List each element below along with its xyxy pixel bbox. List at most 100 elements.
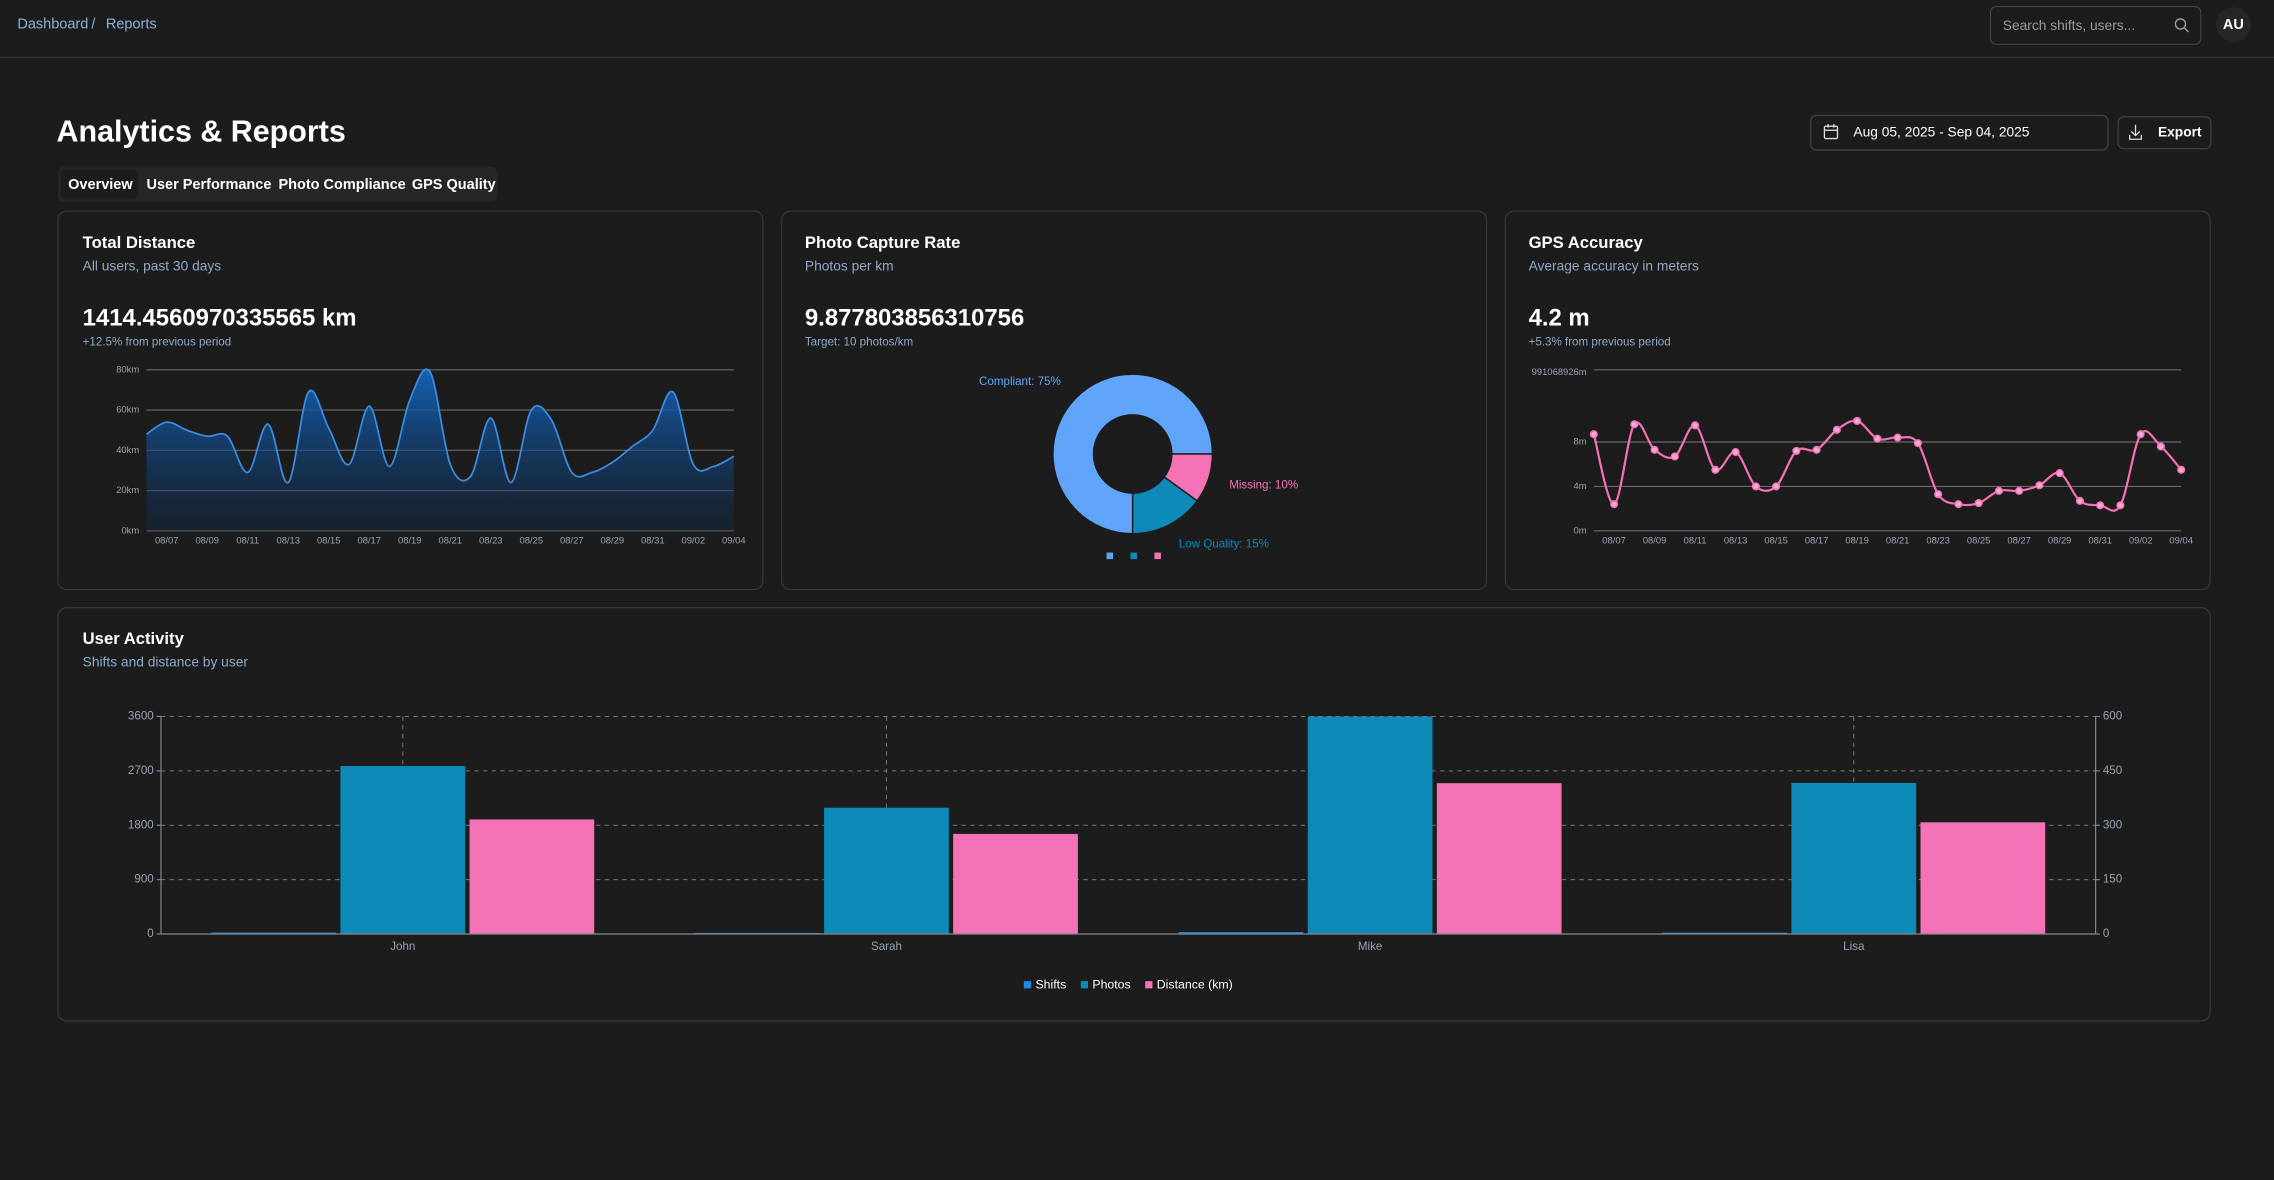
x-tick-label: 09/02	[2129, 534, 2153, 545]
area-fill	[146, 369, 734, 531]
legend-swatch	[1080, 981, 1089, 989]
avatar[interactable]	[2215, 7, 2251, 43]
y-tick-label: 80km	[116, 363, 139, 374]
x-tick-label: Lisa	[1843, 940, 1865, 953]
x-tick-label: 08/31	[641, 534, 665, 545]
tab[interactable]: Photo Compliance	[278, 177, 405, 193]
avatar-initials: AU	[2223, 17, 2244, 33]
y-tick-label: 60km	[116, 404, 139, 415]
bar	[1178, 932, 1304, 935]
x-tick-label: 08/23	[479, 534, 503, 545]
date-range-button[interactable]	[1810, 114, 2109, 151]
bar	[953, 833, 1078, 935]
card-subtitle: Average accuracy in meters	[1529, 259, 1699, 274]
y-tick-label: 4m	[1574, 480, 1587, 491]
point	[2055, 469, 2064, 478]
tab[interactable]: User Performance	[146, 177, 271, 193]
bar	[824, 807, 949, 935]
point	[1913, 439, 1922, 448]
y-tick-label: 40km	[116, 444, 139, 455]
card-subtitle: Shifts and distance by user	[83, 654, 249, 669]
card-subtitle: Photos per km	[805, 259, 894, 274]
point	[1589, 430, 1598, 439]
card	[1504, 210, 2211, 591]
bar	[1791, 782, 1917, 935]
y-tick-label: 0km	[121, 524, 139, 535]
x-tick-label: 08/21	[1886, 534, 1910, 545]
x-tick-label: 08/29	[2048, 534, 2072, 545]
export-button[interactable]	[2117, 116, 2212, 150]
x-tick-label: 08/25	[520, 534, 544, 545]
download-icon	[2129, 124, 2142, 140]
x-tick-label: 09/04	[2169, 534, 2193, 545]
x-tick-label: 09/02	[682, 534, 706, 545]
x-tick-label: 08/07	[1602, 534, 1626, 545]
x-tick-label: 08/17	[1805, 534, 1829, 545]
y-tick-label: 0m	[1574, 524, 1587, 535]
point	[1954, 500, 1963, 509]
point	[2116, 501, 2125, 510]
x-tick-label: 08/09	[1643, 534, 1667, 545]
point	[1812, 445, 1821, 454]
legend-swatch	[1023, 981, 1032, 989]
breadcrumb-link[interactable]: Dashboard	[17, 17, 88, 33]
y-tick-label: 20km	[116, 484, 139, 495]
search-box[interactable]	[1989, 5, 2202, 45]
x-tick-label: 08/19	[1845, 534, 1869, 545]
point	[1994, 486, 2003, 495]
slice-label: Low Quality: 15%	[1179, 537, 1269, 550]
x-tick-label: 08/21	[439, 534, 463, 545]
page-title: Analytics & Reports	[57, 115, 346, 149]
point	[1934, 490, 1943, 499]
x-tick-label: 08/13	[1724, 534, 1748, 545]
y-max-label: 991068926m	[1532, 366, 1587, 377]
x-tick-label: 08/17	[357, 534, 381, 545]
y2-tick-label: 600	[2103, 710, 2122, 723]
y-tick-label: 8m	[1574, 435, 1587, 446]
point	[1650, 445, 1659, 454]
point	[2075, 496, 2084, 505]
point	[1832, 425, 1841, 434]
legend: Shifts Photos Distance (km)	[1023, 978, 1233, 992]
point	[2136, 430, 2145, 439]
search-icon	[2174, 18, 2189, 33]
point	[1731, 447, 1740, 457]
card	[57, 607, 2211, 1022]
bar	[1662, 932, 1788, 935]
bar	[469, 819, 595, 935]
x-tick-label: 08/15	[1764, 534, 1788, 545]
area-line	[145, 368, 735, 484]
search-placeholder: Search shifts, users...	[2003, 18, 2135, 33]
y-tick-label: 900	[134, 873, 153, 886]
x-tick-label: 08/27	[2007, 534, 2031, 545]
metric-note: +12.5% from previous period	[83, 335, 232, 348]
tab[interactable]: Overview	[68, 177, 133, 193]
y-tick-label: 1800	[128, 818, 154, 831]
x-tick-label: 08/11	[1684, 534, 1707, 545]
tab-active-bg	[60, 169, 138, 199]
x-tick-label: 08/23	[1926, 534, 1950, 545]
date-range: Aug 05, 2025 - Sep 04, 2025	[1853, 124, 2029, 139]
point	[1670, 452, 1679, 461]
point	[1610, 500, 1619, 509]
card-title: User Activity	[83, 629, 185, 648]
x-tick-label: 08/29	[601, 534, 625, 545]
point	[1792, 446, 1801, 455]
x-tick-label: 08/11	[236, 534, 259, 545]
x-tick-label: 08/07	[155, 534, 179, 545]
bar	[1436, 783, 1562, 935]
tab[interactable]: GPS Quality	[412, 177, 496, 193]
point	[1853, 416, 1862, 425]
legend-label: Distance (km)	[1157, 978, 1233, 992]
legend-swatch	[1145, 981, 1153, 989]
y-tick-label: 2700	[128, 764, 154, 777]
y-tick-label: 3600	[128, 710, 154, 723]
point	[1691, 421, 1700, 430]
legend-label: Shifts	[1035, 978, 1066, 992]
x-tick-label: John	[390, 940, 415, 953]
y2-tick-label: 0	[2103, 927, 2109, 940]
point	[2035, 481, 2044, 490]
point	[1873, 434, 1882, 443]
point	[2156, 442, 2165, 451]
